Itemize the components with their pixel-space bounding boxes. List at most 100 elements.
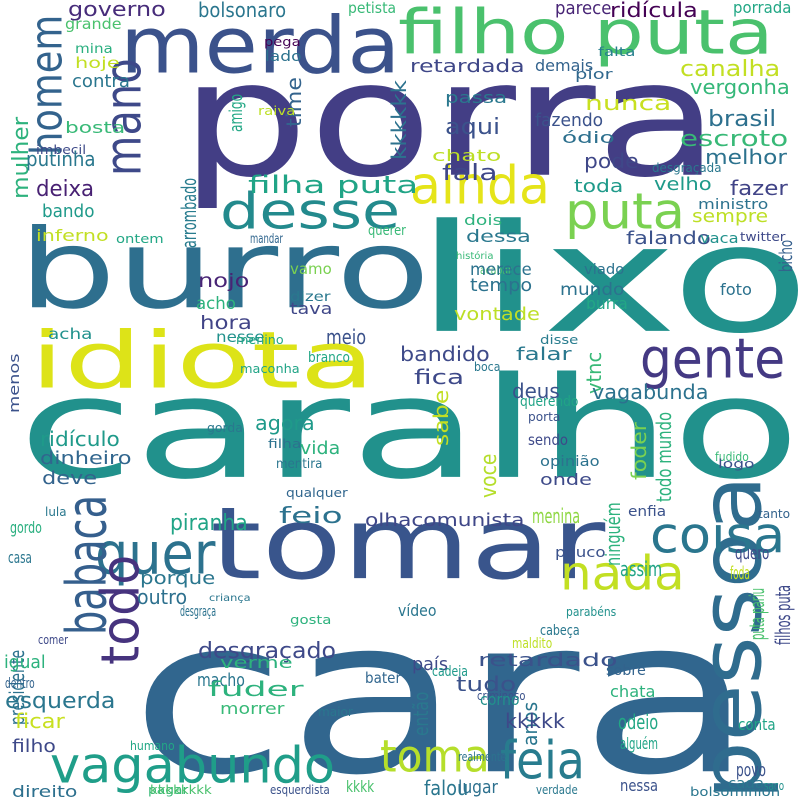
word-humano: humano (130, 737, 175, 754)
word-corno: corno (480, 689, 520, 710)
word-amigo: amigo (225, 93, 248, 132)
word-vamo: vamo (290, 260, 332, 279)
word-menino: menino (236, 331, 284, 348)
word-caralho: caralho (18, 348, 800, 511)
word-foto: foto (720, 279, 752, 300)
word-dois: dois (464, 212, 503, 230)
word-fuder: fuder (208, 677, 304, 702)
word-querer: querer (368, 222, 406, 240)
word-pega: pega (264, 33, 301, 50)
word-acha: acha (48, 325, 93, 344)
word-morrer: morrer (220, 698, 285, 719)
word-bicho: bicho (775, 239, 798, 272)
word-merda: merda (120, 0, 401, 92)
word-disse: disse (540, 331, 579, 348)
word-quero: quero (735, 542, 770, 565)
word-sabe: sabe (429, 389, 454, 446)
word-vontade: vontade (454, 303, 540, 326)
word-escroto: escroto (680, 125, 789, 152)
word-foda: foda (730, 562, 750, 585)
word-historia: história (456, 251, 494, 262)
word-nesse: nesse (216, 328, 265, 347)
word-puta-pariu: puta pariu (745, 587, 770, 640)
word-esquerda: esquerda (5, 687, 116, 714)
word-foder: foder (627, 422, 652, 480)
word-arrombado: arrombado (177, 177, 202, 248)
word-toma: toma (380, 730, 490, 784)
word-realmente: realmente (458, 748, 507, 765)
word-nunca: nunca (585, 91, 672, 116)
word-tudo: tudo (456, 672, 517, 697)
word-canalha: canalha (680, 55, 781, 82)
word-falou: falou (424, 776, 469, 800)
word-ficar: ficar (15, 709, 65, 734)
word-idiota: idiota (30, 315, 375, 407)
word-fazer: fazer (730, 176, 788, 201)
word-gente: gente (640, 327, 786, 392)
word-vergonha: vergonha (690, 75, 790, 100)
word-retardado: retardado (478, 649, 618, 672)
word-nojo: nojo (198, 269, 250, 293)
word-gosta: gosta (290, 611, 332, 628)
word-mandar: mandar (250, 230, 283, 247)
word-governo: governo (68, 0, 166, 22)
word-desgraca: desgraça (180, 603, 217, 621)
word-kkkkk: kkkkk (505, 709, 566, 734)
word-piranha: piranha (170, 509, 248, 536)
word-filha: filha (268, 435, 302, 452)
word-fala: fala (442, 159, 498, 186)
word-macho: macho (197, 669, 245, 692)
word-entao: então (409, 691, 434, 736)
word-odio: ódio (562, 127, 615, 148)
word-putinha: putinha (26, 147, 96, 172)
word-porra: porra (180, 26, 720, 213)
word-sendo: sendo (528, 431, 568, 450)
word-bando: bando (42, 200, 95, 223)
word-falta: falta (598, 43, 636, 60)
word-grande: grande (65, 15, 122, 34)
word-filho: filho (12, 735, 56, 758)
word-onde: onde (540, 469, 592, 490)
word-vagabundo: vagabundo (50, 737, 336, 796)
word-brasil: brasil (708, 105, 777, 132)
word-opiniao: opinião (540, 453, 600, 471)
word-burro: burro (18, 205, 431, 334)
word-comer: comer (38, 631, 69, 648)
word-mundo: mundo (560, 278, 625, 300)
word-chato: chato (432, 145, 502, 166)
word-esquerdista: esquerdista (270, 781, 330, 798)
word-alguem: alguém (620, 733, 658, 754)
word-boca: boca (474, 358, 501, 375)
word-cabeca: cabeça (540, 622, 580, 640)
word-demais: demais (535, 55, 594, 76)
word-pode: pode (584, 149, 639, 174)
word-fazendo: fazendo (535, 109, 604, 132)
word-dessa: dessa (466, 225, 531, 247)
word-agora: agora (255, 411, 315, 436)
word-pouco: pouco (555, 544, 606, 562)
word-igual: igual (4, 651, 46, 674)
word-pais: país (412, 653, 448, 676)
word-direito: direito (12, 781, 78, 800)
word-dizer: dizer (290, 288, 331, 305)
word-povo: povo (736, 759, 766, 782)
word-maior: maior (318, 703, 353, 720)
word-saco: saco (764, 777, 785, 794)
word-tanto: tanto (758, 505, 791, 522)
word-sempre: sempre (692, 205, 769, 228)
word-maldito: maldito (512, 635, 553, 653)
word-ainda: ainda (410, 154, 550, 217)
word-dinheiro: dinheiro (40, 447, 132, 470)
word-vagabunda: vagabunda (592, 380, 709, 405)
word-outro: outro (137, 585, 188, 610)
word-lixo: lixo (415, 192, 800, 367)
word-menina: menina (532, 504, 581, 529)
word-kkkkkkkk: kkkkkkkk (150, 781, 212, 798)
word-cadeia: cadeia (432, 663, 468, 681)
word-desse: desse (220, 183, 401, 242)
word-sobre: sobre (606, 662, 646, 680)
word-tempo: tempo (470, 274, 533, 297)
word-cada: cada (728, 775, 765, 793)
word-gorda: gorda (207, 419, 243, 436)
word-falando: falando (626, 227, 711, 250)
